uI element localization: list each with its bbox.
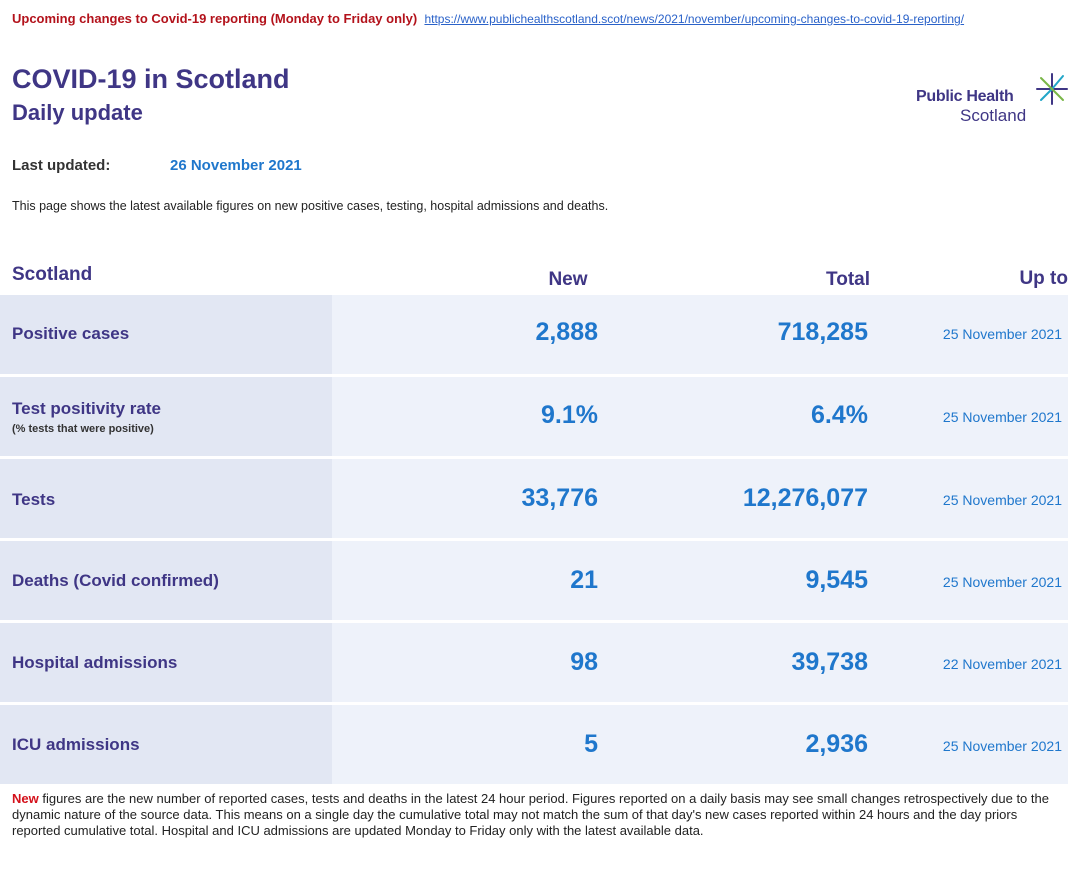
footnote-text: figures are the new number of reported c… xyxy=(12,791,1049,838)
table-row-test-positivity: Test positivity rate (% tests that were … xyxy=(0,377,1068,456)
row-new-value: 21 xyxy=(570,566,598,594)
row-subtitle: (% tests that were positive) xyxy=(12,423,154,435)
row-date: 25 November 2021 xyxy=(942,492,1062,508)
logo-text-line1: Public Health xyxy=(916,88,1014,105)
banner-link[interactable]: https://www.publichealthscotland.scot/ne… xyxy=(424,12,965,26)
row-label-cell xyxy=(0,541,332,620)
row-name: Deaths (Covid confirmed) xyxy=(12,571,219,590)
row-name: Test positivity rate xyxy=(12,399,161,418)
row-new-value: 98 xyxy=(570,648,598,676)
table-row-hospital-admissions: Hospital admissions 98 39,738 22 Novembe… xyxy=(0,623,1068,702)
row-label-cell xyxy=(0,459,332,538)
column-header-upto: Up to xyxy=(1019,268,1068,289)
row-new-value: 2,888 xyxy=(535,318,598,346)
page-subtitle: Daily update xyxy=(12,100,143,125)
row-name: Positive cases xyxy=(12,324,130,343)
row-date: 25 November 2021 xyxy=(942,738,1062,754)
row-new-value: 9.1% xyxy=(541,401,598,429)
row-name: ICU admissions xyxy=(12,735,140,754)
row-date: 22 November 2021 xyxy=(942,656,1062,672)
footnote-highlight: New xyxy=(12,791,39,806)
intro-text: This page shows the latest available fig… xyxy=(12,199,609,213)
column-header-region: Scotland xyxy=(12,264,93,285)
last-updated-value: 26 November 2021 xyxy=(170,157,302,174)
row-date: 25 November 2021 xyxy=(942,409,1062,425)
page-title: COVID-19 in Scotland xyxy=(12,64,290,94)
row-total-value: 6.4% xyxy=(811,401,868,429)
row-new-value: 5 xyxy=(584,730,598,758)
row-date: 25 November 2021 xyxy=(942,574,1062,590)
footnote: New figures are the new number of report… xyxy=(12,791,1062,839)
table-row-icu-admissions: ICU admissions 5 2,936 25 November 2021 xyxy=(0,705,1068,784)
banner-text: Upcoming changes to Covid-19 reporting (… xyxy=(12,11,418,26)
table-row-deaths: Deaths (Covid confirmed) 21 9,545 25 Nov… xyxy=(0,541,1068,620)
row-label-cell xyxy=(0,295,332,374)
row-new-value: 33,776 xyxy=(521,484,598,512)
row-label-cell xyxy=(0,623,332,702)
reporting-changes-banner: Upcoming changes to Covid-19 reporting (… xyxy=(12,11,1062,27)
row-label-cell xyxy=(0,705,332,784)
row-total-value: 9,545 xyxy=(805,566,868,594)
row-name: Hospital admissions xyxy=(12,653,178,672)
row-total-value: 718,285 xyxy=(777,318,868,346)
phs-logo: Public Health Scotland xyxy=(916,70,1076,130)
column-header-new: New xyxy=(548,269,588,290)
row-total-value: 12,276,077 xyxy=(742,484,868,512)
last-updated-label: Last updated: xyxy=(12,157,111,174)
thistle-star-icon xyxy=(1036,73,1068,105)
row-total-value: 39,738 xyxy=(791,648,868,676)
row-total-value: 2,936 xyxy=(805,730,868,758)
table-row-positive-cases: Positive cases 2,888 718,285 25 November… xyxy=(0,295,1068,374)
table-row-tests: Tests 33,776 12,276,077 25 November 2021 xyxy=(0,459,1068,538)
row-label-cell xyxy=(0,377,332,456)
column-header-total: Total xyxy=(826,269,870,290)
row-date: 25 November 2021 xyxy=(942,326,1062,342)
row-name: Tests xyxy=(12,490,56,509)
logo-text-line2: Scotland xyxy=(960,106,1027,125)
